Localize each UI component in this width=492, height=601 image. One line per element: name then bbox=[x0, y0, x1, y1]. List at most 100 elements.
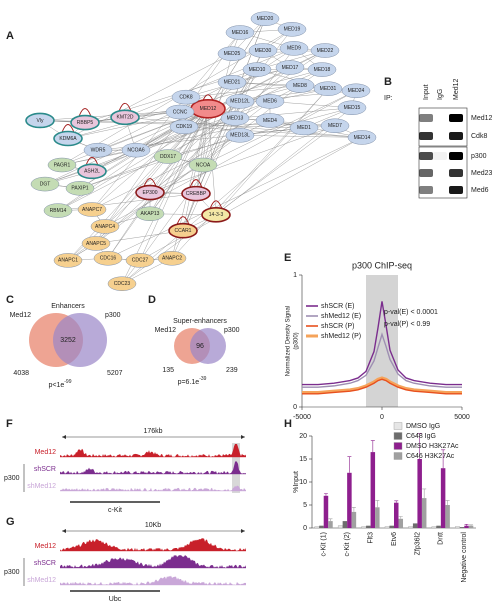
node-label: MED12L bbox=[230, 99, 250, 105]
p-value-base: p<1e bbox=[48, 382, 64, 389]
network-edge bbox=[195, 108, 209, 194]
panel-letter: E bbox=[284, 252, 291, 264]
self-loop bbox=[209, 200, 223, 209]
p-value: p=6.1e-39 bbox=[178, 376, 207, 386]
network-node bbox=[90, 219, 120, 234]
blot-band bbox=[419, 114, 433, 122]
node-label: ANAPC2 bbox=[162, 256, 182, 262]
network-node bbox=[77, 202, 107, 217]
network-node bbox=[279, 41, 309, 56]
x-tick-label: Etv6 bbox=[391, 532, 398, 546]
node-label: NCOA bbox=[196, 162, 211, 168]
track-label: shMed12 bbox=[27, 577, 56, 584]
y-axis-label: %Input bbox=[293, 471, 300, 493]
venn-left-count: 4038 bbox=[13, 370, 29, 377]
x-tick-label: c-Kit (1) bbox=[321, 532, 328, 557]
node-label: MED25 bbox=[224, 51, 241, 57]
signal-track bbox=[60, 444, 246, 457]
network-node bbox=[220, 111, 250, 126]
blot-row: Med23 bbox=[471, 170, 492, 177]
error-bar bbox=[441, 449, 446, 469]
x-tick-label: 0 bbox=[380, 414, 384, 421]
network-edge bbox=[95, 67, 291, 244]
bar bbox=[431, 526, 437, 529]
network-node bbox=[77, 163, 107, 180]
node-label: MED6 bbox=[263, 99, 277, 105]
network-edge bbox=[215, 88, 329, 215]
network-node bbox=[285, 78, 315, 93]
node-label: CREBBP bbox=[186, 191, 207, 197]
node-label: PAGR1 bbox=[54, 162, 71, 168]
bar bbox=[412, 523, 418, 528]
venn-right-count: 5207 bbox=[107, 370, 123, 377]
blot-band bbox=[433, 152, 447, 160]
network-edge bbox=[124, 117, 363, 138]
network-node bbox=[310, 43, 340, 58]
signal-track bbox=[60, 485, 246, 491]
panel-letter: G bbox=[6, 516, 15, 528]
blot-column: IgG bbox=[437, 89, 444, 100]
network-node bbox=[188, 157, 218, 173]
legend-swatch bbox=[393, 432, 403, 440]
bar bbox=[366, 525, 371, 528]
legend-swatch bbox=[393, 422, 403, 430]
legend-label: C648 IgG bbox=[406, 433, 436, 440]
x-tick-label: 5000 bbox=[454, 414, 470, 421]
track-label: shMed12 bbox=[27, 483, 56, 490]
network-edge bbox=[202, 90, 357, 166]
line-series bbox=[302, 378, 462, 395]
network-edge bbox=[149, 108, 209, 193]
bar bbox=[455, 526, 460, 529]
network-node bbox=[43, 203, 73, 218]
bar bbox=[370, 452, 376, 528]
gene-label: c-Kit bbox=[108, 507, 122, 514]
network-edge bbox=[149, 69, 258, 214]
network-node bbox=[169, 119, 199, 135]
signal-track bbox=[60, 538, 246, 551]
network-edge bbox=[67, 101, 241, 261]
signal-track bbox=[60, 555, 246, 568]
node-label: MED4 bbox=[263, 118, 277, 124]
node-label: CDK19 bbox=[176, 124, 192, 130]
node-label: MED12 bbox=[200, 106, 217, 112]
bar bbox=[342, 521, 348, 528]
bar bbox=[351, 511, 357, 528]
network-edge bbox=[139, 48, 295, 261]
node-label: ANAPC5 bbox=[86, 241, 106, 247]
bar bbox=[436, 525, 441, 528]
venn-right-count: 239 bbox=[226, 367, 238, 374]
self-loop bbox=[143, 178, 157, 187]
x-tick-label: Negative control bbox=[461, 532, 468, 583]
legend-label: shMed12 (E) bbox=[321, 313, 361, 320]
blot-row: Med6 bbox=[471, 187, 489, 194]
network-node bbox=[53, 130, 83, 147]
venn-right-label: p300 bbox=[105, 312, 121, 319]
panel-letter: F bbox=[6, 418, 13, 430]
venn-right-label: p300 bbox=[224, 327, 240, 334]
p-value-base: p=6.1e bbox=[178, 379, 200, 386]
legend-label: shSCR (E) bbox=[321, 303, 354, 310]
network-node bbox=[121, 142, 151, 158]
x-tick-label: Dntt bbox=[438, 532, 445, 545]
network-edge bbox=[107, 137, 363, 259]
node-label: MED30 bbox=[255, 48, 272, 54]
node-label: RBBP5 bbox=[77, 120, 94, 126]
venn-overlap: 96 bbox=[196, 343, 204, 350]
network-node bbox=[320, 118, 350, 134]
network-node bbox=[313, 81, 343, 96]
blot-band bbox=[419, 152, 433, 160]
x-tick-label: c-Kit (2) bbox=[344, 532, 351, 557]
legend-label: shMed12 (P) bbox=[321, 333, 361, 340]
network-node bbox=[65, 181, 95, 196]
signal-track bbox=[60, 575, 246, 585]
line-series bbox=[302, 301, 462, 386]
network-edge bbox=[79, 156, 169, 189]
node-label: CDC23 bbox=[114, 281, 131, 287]
node-label: CCNC bbox=[173, 109, 188, 115]
node-label: MED15 bbox=[344, 105, 361, 111]
y-tick-label: 10 bbox=[299, 479, 307, 486]
self-loop bbox=[61, 124, 75, 133]
network-node bbox=[225, 25, 255, 40]
node-label: AKAP13 bbox=[141, 211, 160, 217]
